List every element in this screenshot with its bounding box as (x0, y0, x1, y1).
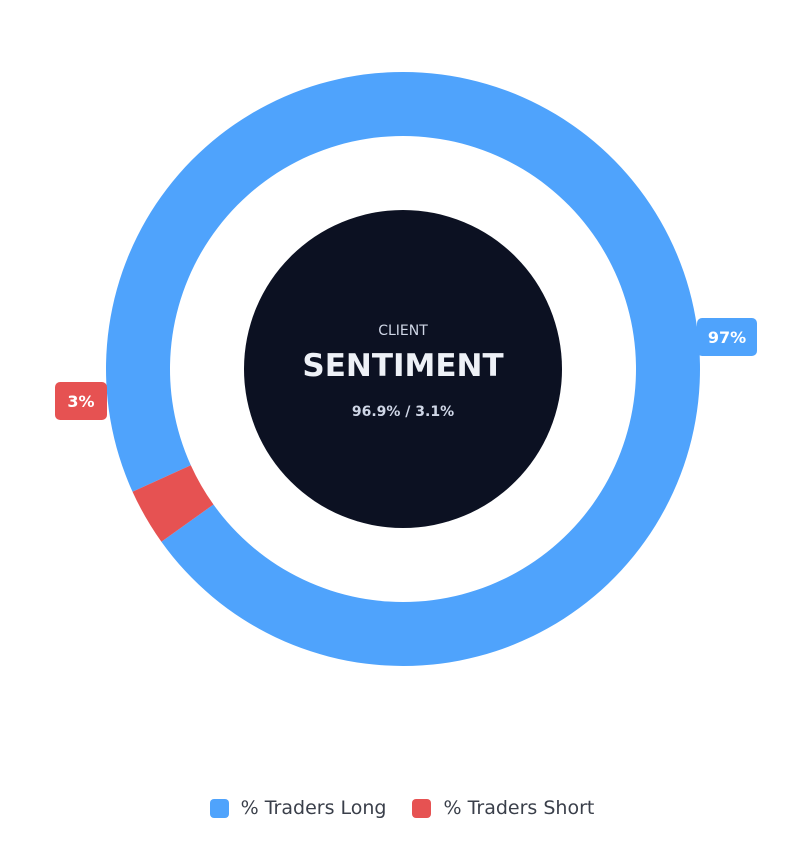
center-kicker: CLIENT (378, 323, 428, 339)
chart-legend: % Traders Long % Traders Short (0, 797, 804, 819)
legend-label-long: % Traders Long (240, 797, 387, 819)
legend-label-short: % Traders Short (443, 797, 595, 819)
center-title: SENTIMENT (302, 348, 503, 384)
data-label-bg-short (55, 382, 107, 420)
slice-short[interactable] (132, 465, 214, 542)
center-disc (244, 210, 562, 528)
data-label-short: 3% (67, 392, 94, 411)
data-label-bg-long (697, 318, 757, 356)
legend-item-short[interactable]: % Traders Short (412, 797, 594, 819)
legend-swatch-long (209, 798, 229, 818)
center-ratio: 96.9% / 3.1% (352, 404, 454, 420)
legend-swatch-short (412, 798, 432, 818)
data-label-long: 97% (708, 328, 746, 347)
legend-item-long[interactable]: % Traders Long (209, 797, 387, 819)
